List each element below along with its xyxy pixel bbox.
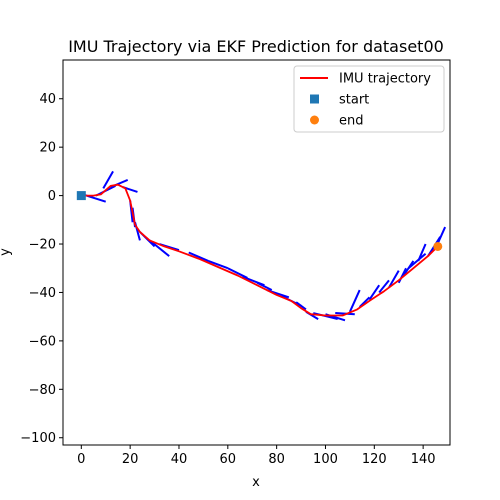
y-tick-label: −100: [20, 431, 56, 446]
heading-segment: [295, 301, 307, 311]
heading-segment: [207, 260, 229, 270]
heading-segment: [149, 239, 170, 257]
y-axis-label: y: [0, 248, 13, 256]
start-marker: [76, 191, 86, 201]
imu-trajectory-line: [81, 183, 439, 317]
legend-circle-swatch: [310, 115, 319, 125]
y-tick-label: −60: [29, 334, 56, 349]
y-tick-label: 20: [39, 141, 56, 156]
x-tick-label: 80: [268, 452, 285, 467]
legend-items: IMU trajectory start end: [300, 72, 431, 129]
x-axis: 0 20 40 60 80 100 120 140: [77, 445, 436, 467]
chart-title: IMU Trajectory via EKF Prediction for da…: [68, 37, 444, 56]
heading-segment: [358, 296, 371, 308]
marker-series: [76, 191, 443, 251]
y-tick-label: −20: [29, 238, 56, 253]
x-tick-label: 60: [220, 452, 237, 467]
heading-segment: [402, 260, 415, 277]
x-tick-label: 0: [77, 452, 85, 467]
heading-segment: [348, 289, 361, 313]
trajectory-series: [81, 183, 439, 317]
x-axis-label: x: [252, 475, 260, 490]
y-axis: 40 20 0 −20 −40 −60 −80 −100: [20, 92, 63, 446]
y-tick-label: −80: [29, 383, 56, 398]
x-tick-label: 40: [171, 452, 188, 467]
heading-segment: [407, 252, 427, 270]
legend-box: [293, 65, 445, 133]
legend-label: start: [339, 93, 369, 108]
x-tick-label: 100: [313, 452, 338, 467]
legend-label: IMU trajectory: [339, 72, 431, 87]
x-tick-label: 120: [362, 452, 387, 467]
heading-segment: [378, 279, 390, 294]
heading-segment: [102, 170, 114, 189]
heading-segment: [417, 243, 427, 262]
heading-segment: [368, 284, 381, 301]
legend: IMU trajectory start end: [293, 65, 445, 133]
heading-segment: [256, 281, 273, 291]
y-tick-label: 40: [39, 92, 56, 107]
legend-square-swatch: [310, 94, 319, 104]
end-marker: [433, 241, 443, 251]
y-tick-label: 0: [48, 189, 56, 204]
y-tick-label: −40: [29, 286, 56, 301]
heading-segment: [388, 270, 400, 289]
legend-label: end: [339, 114, 364, 129]
heading-segment: [188, 251, 209, 262]
x-tick-label: 20: [122, 452, 139, 467]
x-tick-label: 140: [411, 452, 436, 467]
